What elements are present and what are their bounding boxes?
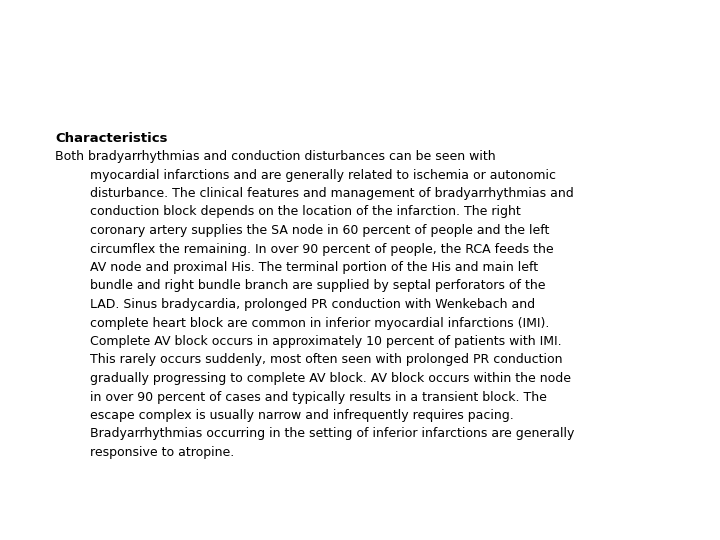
Text: Characteristics: Characteristics (55, 132, 168, 145)
Text: responsive to atropine.: responsive to atropine. (90, 446, 234, 459)
Text: bundle and right bundle branch are supplied by septal perforators of the: bundle and right bundle branch are suppl… (90, 280, 546, 293)
Text: Both bradyarrhythmias and conduction disturbances can be seen with: Both bradyarrhythmias and conduction dis… (55, 150, 495, 163)
Text: Bradyarrhythmias occurring in the setting of inferior infarctions are generally: Bradyarrhythmias occurring in the settin… (90, 428, 575, 441)
Text: circumflex the remaining. In over 90 percent of people, the RCA feeds the: circumflex the remaining. In over 90 per… (90, 242, 554, 255)
Text: disturbance. The clinical features and management of bradyarrhythmias and: disturbance. The clinical features and m… (90, 187, 574, 200)
Text: coronary artery supplies the SA node in 60 percent of people and the left: coronary artery supplies the SA node in … (90, 224, 549, 237)
Text: conduction block depends on the location of the infarction. The right: conduction block depends on the location… (90, 206, 521, 219)
Text: in over 90 percent of cases and typically results in a transient block. The: in over 90 percent of cases and typicall… (90, 390, 547, 403)
Text: Complete AV block occurs in approximately 10 percent of patients with IMI.: Complete AV block occurs in approximatel… (90, 335, 562, 348)
Text: myocardial infarctions and are generally related to ischemia or autonomic: myocardial infarctions and are generally… (90, 168, 556, 181)
Text: AV node and proximal His. The terminal portion of the His and main left: AV node and proximal His. The terminal p… (90, 261, 538, 274)
Text: This rarely occurs suddenly, most often seen with prolonged PR conduction: This rarely occurs suddenly, most often … (90, 354, 562, 367)
Text: gradually progressing to complete AV block. AV block occurs within the node: gradually progressing to complete AV blo… (90, 372, 571, 385)
Text: complete heart block are common in inferior myocardial infarctions (IMI).: complete heart block are common in infer… (90, 316, 549, 329)
Text: escape complex is usually narrow and infrequently requires pacing.: escape complex is usually narrow and inf… (90, 409, 514, 422)
Text: LAD. Sinus bradycardia, prolonged PR conduction with Wenkebach and: LAD. Sinus bradycardia, prolonged PR con… (90, 298, 535, 311)
